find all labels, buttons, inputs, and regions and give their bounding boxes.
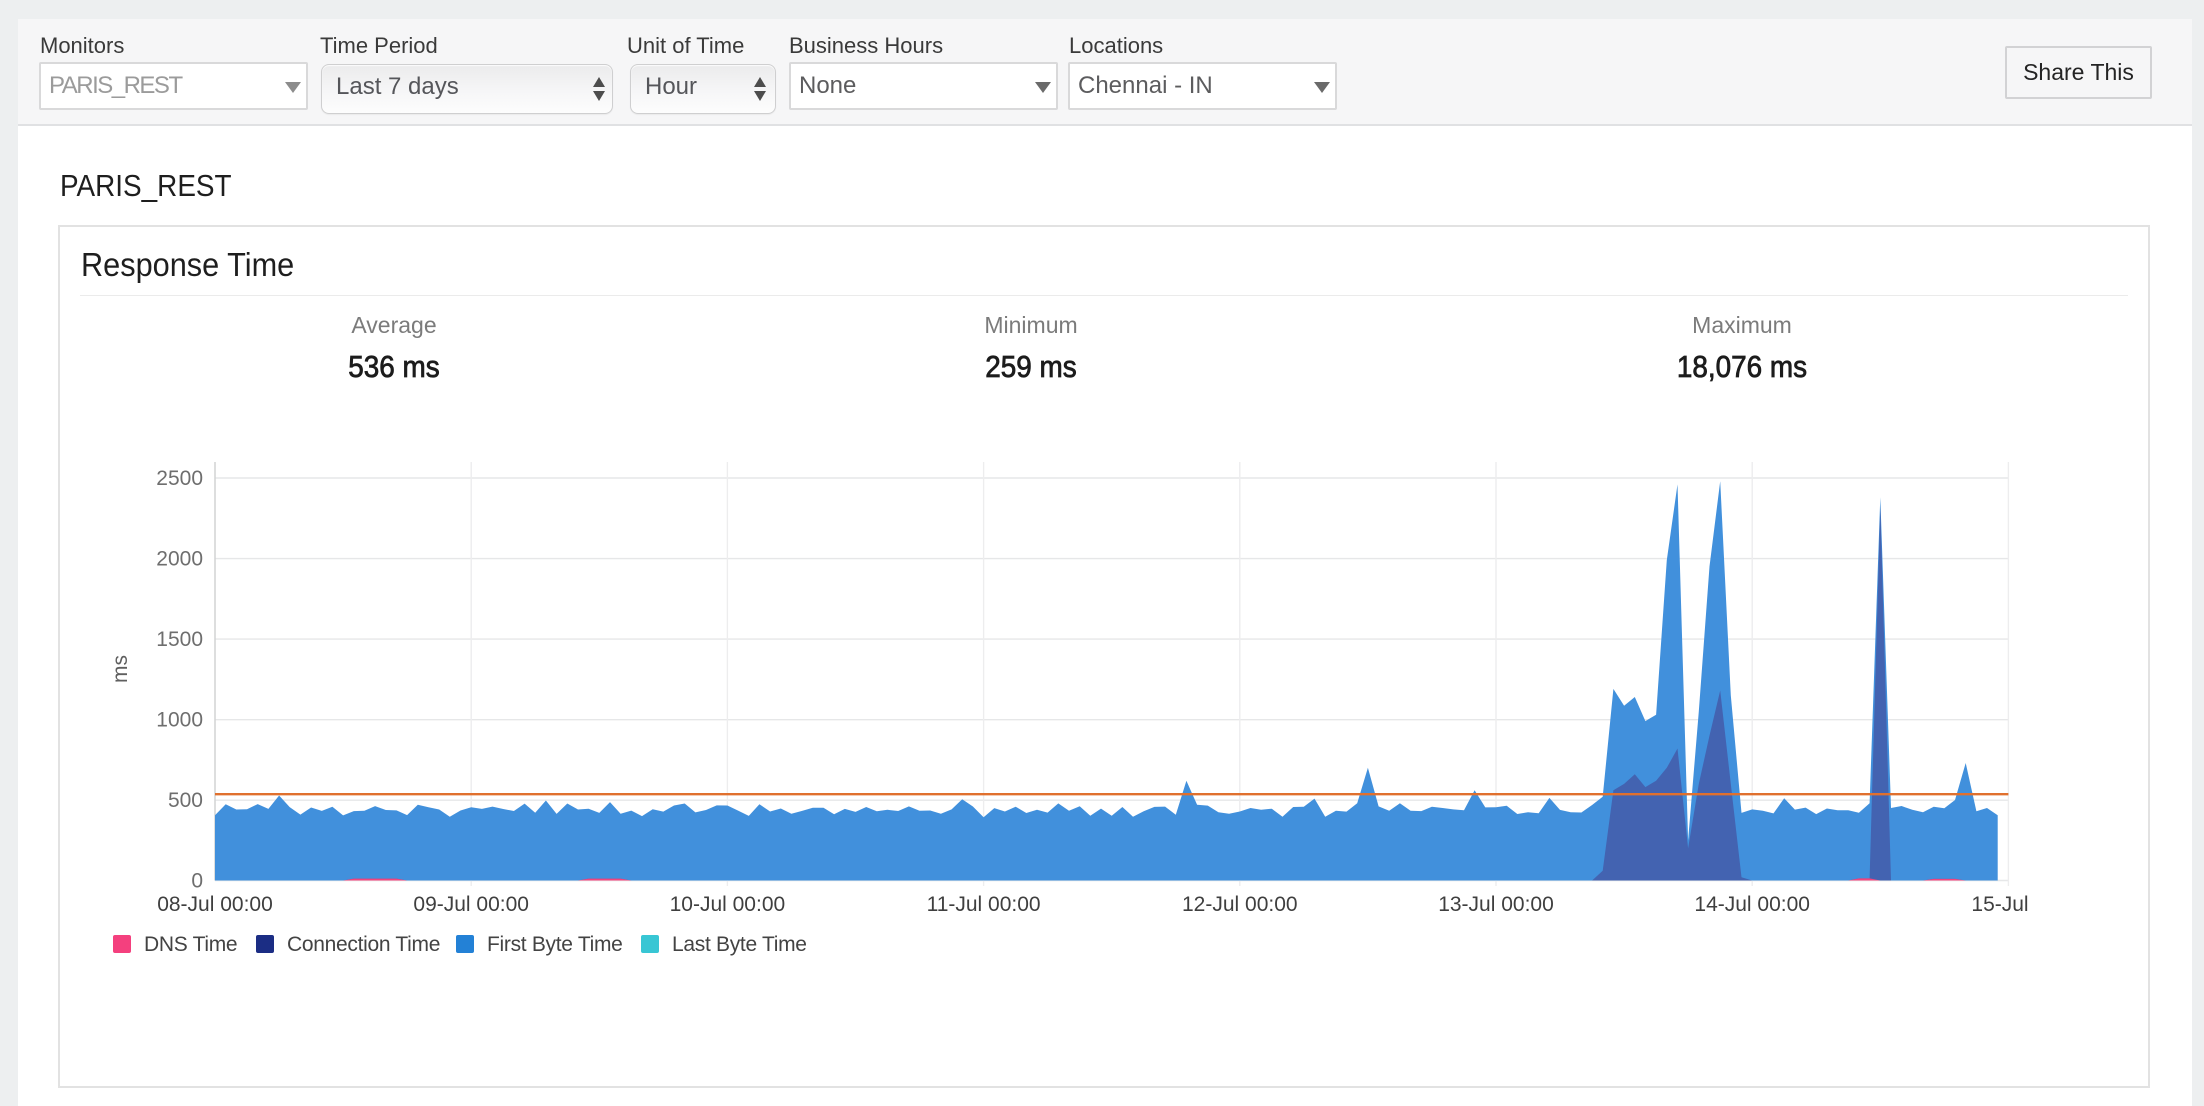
svg-text:10-Jul 00:00: 10-Jul 00:00: [670, 893, 786, 916]
svg-text:15-Jul: 15-Jul: [1971, 893, 2028, 916]
svg-text:500: 500: [168, 789, 203, 812]
svg-text:11-Jul 00:00: 11-Jul 00:00: [927, 893, 1041, 916]
svg-text:09-Jul 00:00: 09-Jul 00:00: [413, 893, 529, 916]
svg-text:13-Jul 00:00: 13-Jul 00:00: [1438, 893, 1554, 916]
svg-text:2000: 2000: [156, 548, 203, 571]
svg-text:1500: 1500: [156, 628, 203, 651]
svg-text:08-Jul 00:00: 08-Jul 00:00: [157, 893, 273, 916]
svg-text:14-Jul 00:00: 14-Jul 00:00: [1694, 893, 1810, 916]
svg-text:12-Jul 00:00: 12-Jul 00:00: [1182, 893, 1298, 916]
svg-text:1000: 1000: [156, 709, 203, 732]
svg-text:2500: 2500: [156, 467, 203, 490]
svg-text:ms: ms: [109, 655, 132, 683]
svg-text:0: 0: [191, 870, 203, 893]
